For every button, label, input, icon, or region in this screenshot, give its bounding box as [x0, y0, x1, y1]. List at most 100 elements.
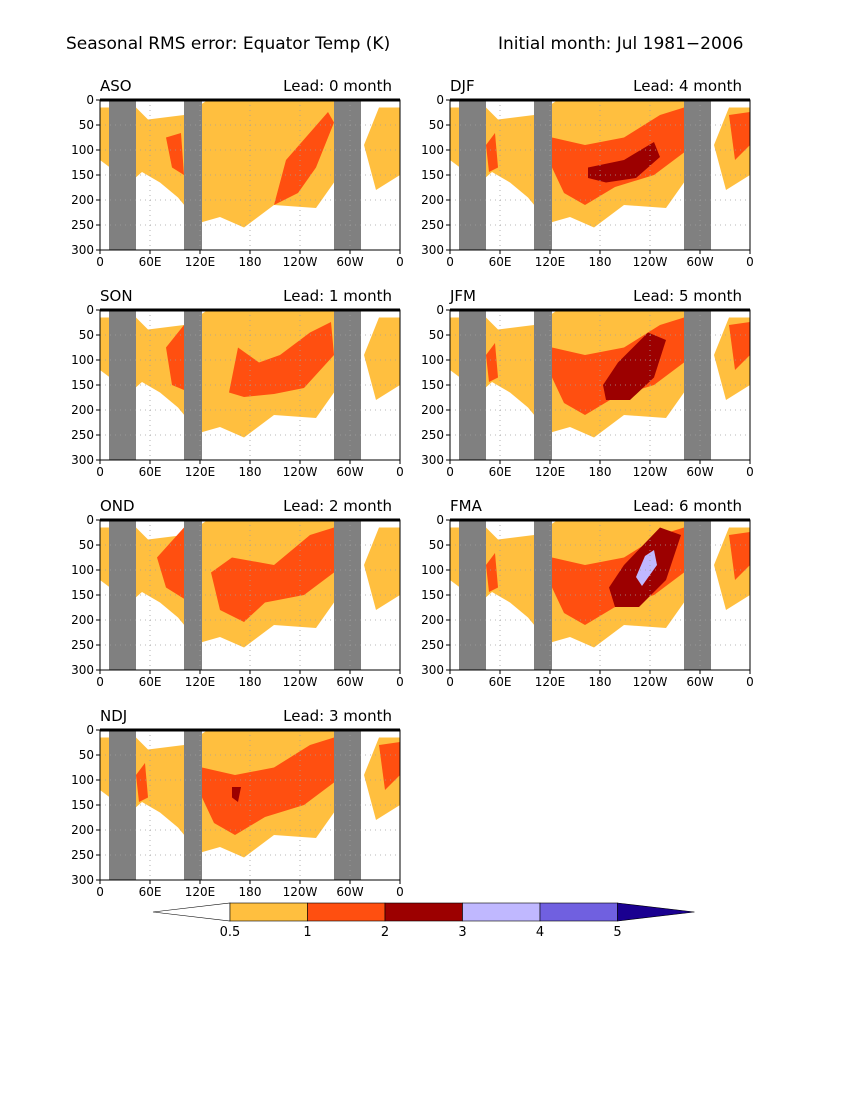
y-tick-label: 0 — [86, 723, 94, 737]
x-tick-label: 0 — [446, 675, 454, 689]
x-tick-label: 0 — [396, 885, 404, 899]
x-tick-label: 180 — [589, 255, 612, 269]
x-tick-label: 60E — [139, 465, 162, 479]
x-tick-label: 120W — [283, 675, 318, 689]
colorbar-label: 2 — [381, 925, 389, 940]
land-mask — [184, 520, 202, 670]
x-tick-label: 0 — [746, 255, 754, 269]
y-tick-label: 250 — [71, 848, 94, 862]
x-tick-label: 60W — [336, 885, 363, 899]
contour-0.5 — [100, 310, 334, 438]
figure-subtitle: Initial month: Jul 1981−2006 — [498, 34, 744, 54]
y-tick-label: 250 — [421, 218, 444, 232]
land-mask — [459, 100, 486, 250]
y-tick-label: 0 — [436, 93, 444, 107]
y-tick-label: 200 — [71, 193, 94, 207]
y-tick-label: 200 — [421, 403, 444, 417]
colorbar-segment — [307, 902, 386, 922]
y-tick-label: 200 — [71, 613, 94, 627]
land-mask — [109, 520, 136, 670]
y-tick-label: 50 — [79, 328, 94, 342]
panel-season-label: JFM — [449, 287, 476, 305]
x-tick-label: 0 — [96, 465, 104, 479]
land-mask — [334, 310, 361, 460]
y-tick-label: 50 — [79, 118, 94, 132]
x-tick-label: 120W — [633, 255, 668, 269]
y-tick-label: 300 — [421, 243, 444, 257]
x-tick-label: 60W — [336, 255, 363, 269]
x-tick-label: 60E — [489, 675, 512, 689]
contour-0.5 — [100, 100, 334, 228]
x-tick-label: 60E — [489, 255, 512, 269]
colorbar-label: 5 — [613, 925, 621, 940]
y-tick-label: 200 — [421, 193, 444, 207]
colorbar-label: 4 — [536, 925, 544, 940]
colorbar-under-arrow — [152, 902, 231, 922]
colorbar-segment — [462, 902, 541, 922]
land-mask — [534, 310, 552, 460]
land-mask — [534, 520, 552, 670]
y-tick-label: 300 — [421, 453, 444, 467]
contour-1 — [729, 112, 750, 160]
x-tick-label: 0 — [396, 675, 404, 689]
colorbar-label: 0.5 — [220, 925, 241, 940]
contour-1 — [136, 763, 148, 802]
x-tick-label: 60E — [139, 675, 162, 689]
y-tick-label: 100 — [71, 143, 94, 157]
y-tick-label: 200 — [421, 613, 444, 627]
x-tick-label: 0 — [746, 465, 754, 479]
y-tick-label: 100 — [71, 773, 94, 787]
land-mask — [184, 730, 202, 880]
y-tick-label: 0 — [86, 93, 94, 107]
contour-1 — [486, 553, 498, 592]
x-tick-label: 180 — [239, 885, 262, 899]
contour-2 — [588, 142, 660, 183]
y-tick-label: 0 — [436, 303, 444, 317]
x-tick-label: 0 — [96, 255, 104, 269]
land-mask — [184, 100, 202, 250]
x-tick-label: 120E — [535, 255, 566, 269]
panel-lead-label: Lead: 6 month — [633, 497, 742, 515]
contour-2 — [603, 332, 666, 400]
x-tick-label: 120W — [633, 465, 668, 479]
x-tick-label: 120W — [633, 675, 668, 689]
y-tick-label: 150 — [71, 798, 94, 812]
y-tick-label: 50 — [79, 538, 94, 552]
contour-0.5 — [364, 317, 400, 400]
land-mask — [109, 730, 136, 880]
panel-season-label: NDJ — [100, 707, 127, 725]
x-tick-label: 60E — [489, 465, 512, 479]
x-tick-label: 60W — [686, 465, 713, 479]
panel-lead-label: Lead: 1 month — [283, 287, 392, 305]
land-mask — [684, 310, 711, 460]
y-tick-label: 300 — [71, 243, 94, 257]
y-tick-label: 250 — [421, 638, 444, 652]
x-tick-label: 0 — [746, 675, 754, 689]
y-tick-label: 0 — [86, 513, 94, 527]
contour-1 — [486, 343, 498, 382]
contour-1 — [211, 527, 334, 622]
panel-lead-label: Lead: 4 month — [633, 77, 742, 95]
x-tick-label: 0 — [396, 465, 404, 479]
colorbar-label: 3 — [458, 925, 466, 940]
land-mask — [334, 100, 361, 250]
x-tick-label: 0 — [446, 465, 454, 479]
y-tick-label: 300 — [71, 873, 94, 887]
x-tick-label: 60W — [336, 675, 363, 689]
contour-3 — [636, 550, 657, 586]
y-tick-label: 300 — [71, 453, 94, 467]
land-mask — [109, 310, 136, 460]
contour-1 — [202, 737, 334, 835]
panel-lead-label: Lead: 2 month — [283, 497, 392, 515]
y-tick-label: 200 — [71, 403, 94, 417]
x-tick-label: 60W — [336, 465, 363, 479]
contour-0.5 — [364, 107, 400, 190]
land-mask — [684, 100, 711, 250]
y-tick-label: 300 — [421, 663, 444, 677]
y-tick-label: 150 — [71, 378, 94, 392]
